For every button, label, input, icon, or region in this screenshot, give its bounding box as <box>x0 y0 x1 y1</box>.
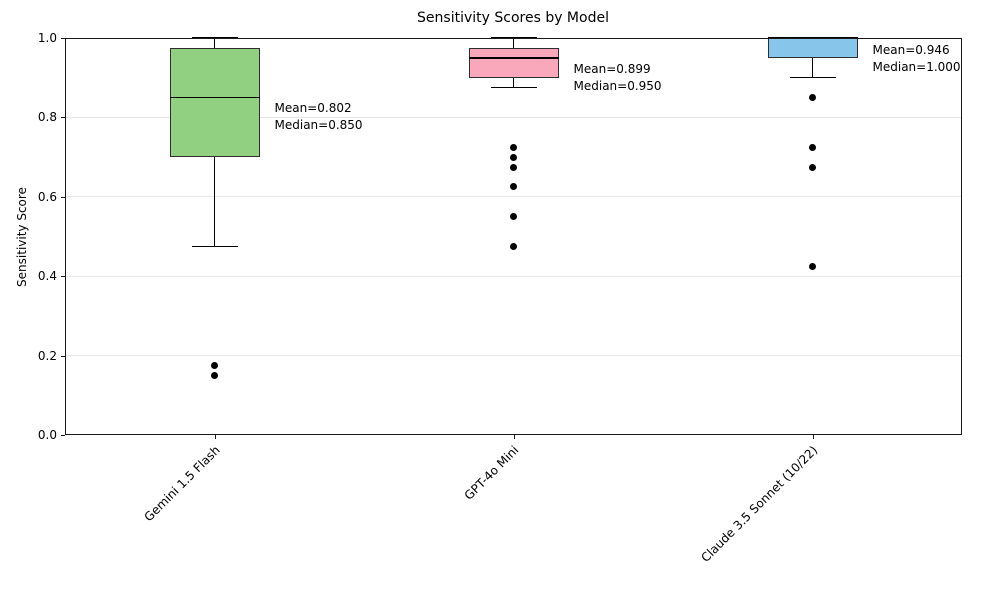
lower-whisker <box>811 57 814 78</box>
box-gpt-4o-mini <box>468 47 559 78</box>
annotation-line: Median=0.850 <box>274 117 363 132</box>
lower-whisker-cap <box>490 86 537 89</box>
upper-whisker-cap <box>191 37 238 39</box>
x-tick-mark <box>513 435 515 439</box>
lower-whisker-cap <box>789 76 836 79</box>
outlier-point <box>510 153 517 161</box>
outlier-point <box>510 183 517 191</box>
y-tick-mark <box>61 355 65 357</box>
annotation-line: Mean=0.946 <box>872 43 950 58</box>
median-line <box>468 57 559 59</box>
mean-median-annotation: Mean=0.899 Median=0.950 <box>574 61 662 95</box>
upper-whisker <box>213 38 216 48</box>
outlier-point <box>809 94 816 102</box>
annotation-line: Median=0.950 <box>573 79 662 94</box>
y-tick-label: 0.0 <box>37 428 57 442</box>
gridline <box>65 196 962 198</box>
y-tick-mark <box>61 117 65 119</box>
y-tick-label: 0.2 <box>37 348 57 363</box>
y-tick-mark <box>61 276 65 278</box>
chart-title: Sensitivity Scores by Model <box>417 10 609 26</box>
box-gemini-1-5-flash <box>169 47 260 158</box>
box-claude-3-5-sonnet-10-22 <box>767 38 858 58</box>
lower-whisker <box>213 157 216 247</box>
upper-whisker-cap <box>490 37 537 39</box>
outlier-point <box>809 163 816 171</box>
lower-whisker <box>512 77 515 88</box>
gridline <box>65 116 962 118</box>
y-tick-mark <box>61 435 65 436</box>
outlier-point <box>510 242 517 250</box>
annotation-line: Median=1.000 <box>872 60 961 75</box>
outlier-point <box>211 371 218 379</box>
lower-whisker-cap <box>191 245 238 248</box>
x-tick-mark <box>214 435 216 439</box>
x-tick-label-gemini-1-5-flash: Gemini 1.5 Flash <box>141 443 223 525</box>
annotation-line: Mean=0.899 <box>573 62 651 77</box>
outlier-point <box>510 143 517 151</box>
y-tick-mark <box>61 38 65 39</box>
gridline <box>65 275 962 277</box>
y-tick-label: 1.0 <box>37 31 57 45</box>
gridline <box>65 355 962 357</box>
x-tick-label-claude-3-5-sonnet-10-22: Claude 3.5 Sonnet (10/22) <box>698 443 821 565</box>
mean-median-annotation: Mean=0.946 Median=1.000 <box>873 42 961 76</box>
outlier-point <box>211 362 218 370</box>
y-axis-label: Sensitivity Score <box>15 187 29 287</box>
outlier-point <box>510 163 517 171</box>
y-tick-label: 0.6 <box>37 189 57 204</box>
outlier-point <box>510 213 517 221</box>
x-tick-label-gpt-4o-mini: GPT-4o Mini <box>461 443 522 503</box>
outlier-point <box>809 143 816 151</box>
median-line <box>169 96 260 99</box>
y-tick-mark <box>61 196 65 198</box>
median-line <box>767 37 858 39</box>
y-tick-label: 0.4 <box>37 269 57 284</box>
annotation-line: Mean=0.802 <box>274 100 352 115</box>
upper-whisker <box>512 38 515 48</box>
x-tick-mark <box>812 435 814 439</box>
y-tick-label: 0.8 <box>37 110 57 125</box>
outlier-point <box>809 262 816 270</box>
mean-median-annotation: Mean=0.802 Median=0.850 <box>275 100 363 134</box>
